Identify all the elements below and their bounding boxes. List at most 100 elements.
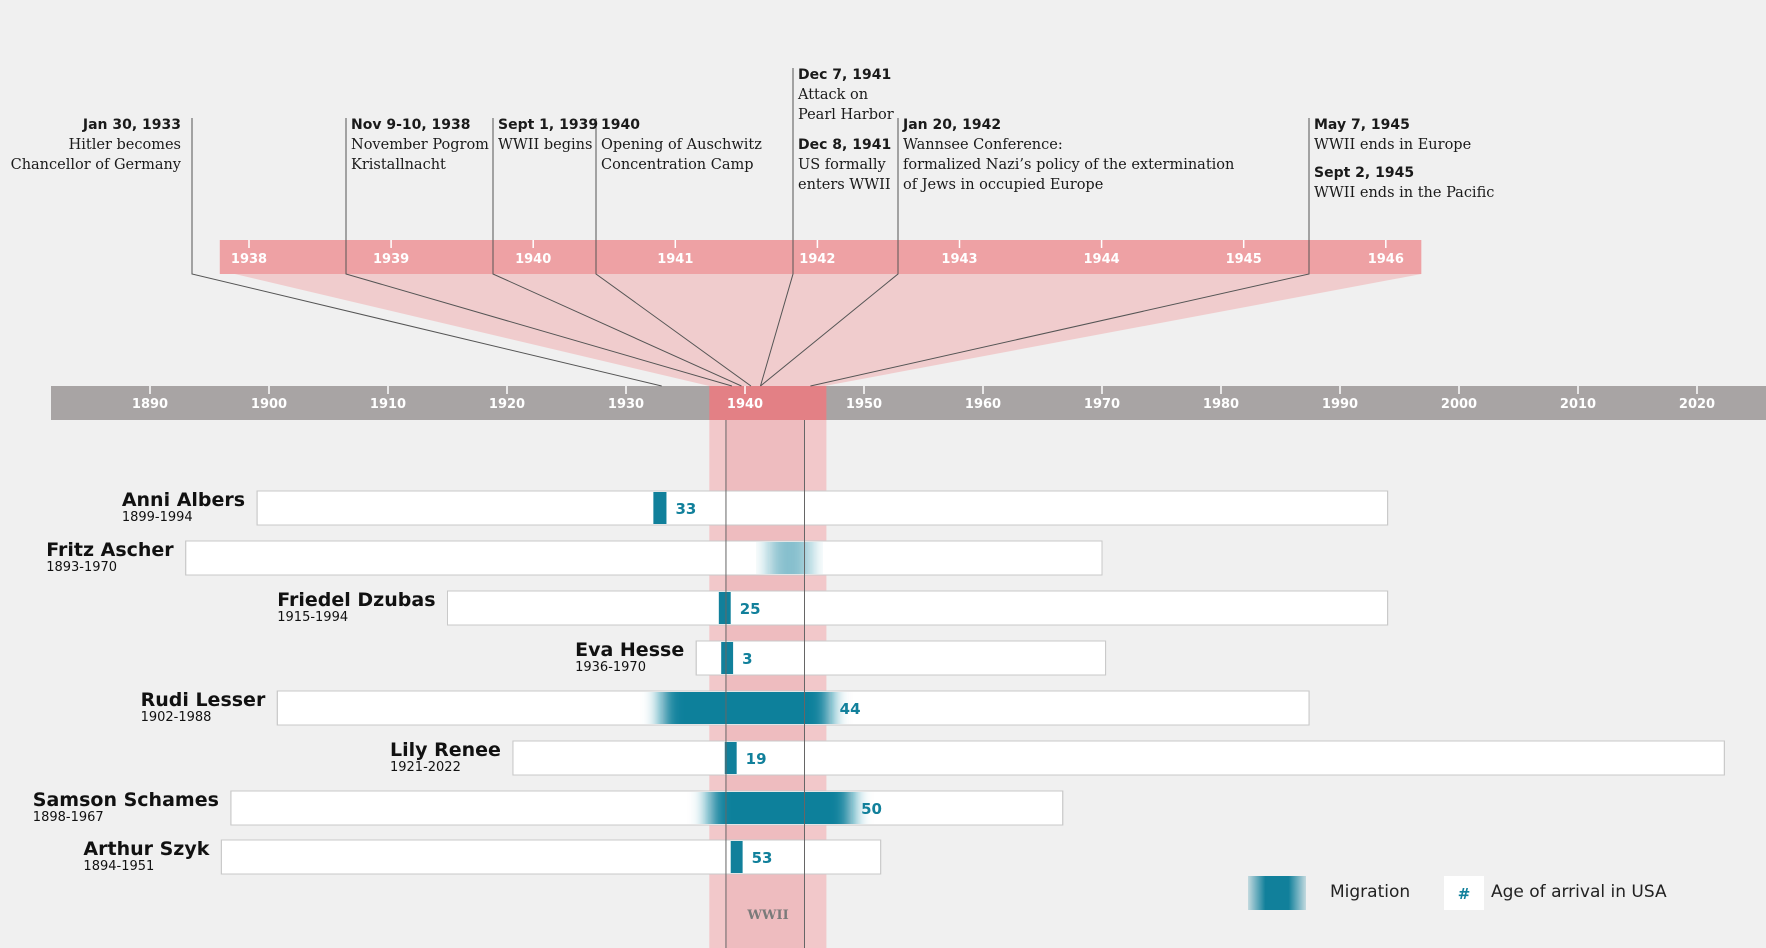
age-at-arrival-label: 50 (861, 800, 882, 818)
artist-name: Fritz Ascher (46, 539, 174, 561)
artist-years: 1915-1994 (277, 610, 349, 625)
lifespan-bar (256, 490, 1389, 526)
migration-bar (724, 742, 737, 774)
lifespan-outline (220, 839, 882, 875)
event-leader-line (760, 118, 899, 387)
main-axis-tick-label: 1980 (1203, 397, 1239, 412)
event-text-line: November Pogrom (351, 137, 489, 153)
artist-years: 1893-1970 (46, 560, 118, 575)
main-axis-tick-label: 1890 (132, 397, 168, 412)
lifespan-bar (695, 640, 1107, 676)
lifespan-bar (185, 540, 1103, 576)
main-axis-tick-label: 1920 (489, 397, 525, 412)
event-text-line: enters WWII (798, 177, 891, 193)
artist-label: Eva Hesse 1936-1970 (575, 639, 684, 675)
lifespan-bar (512, 740, 1725, 776)
artist-label: Rudi Lesser 1902-1988 (141, 689, 266, 725)
event-text-line: WWII ends in Europe (1314, 137, 1472, 153)
artist-years: 1936-1970 (575, 660, 646, 675)
migration-bar (718, 592, 731, 624)
age-at-arrival-label: 19 (746, 750, 767, 768)
event-label: Jan 20, 1942 Wannsee Conference: formalize… (903, 115, 1234, 195)
event-text-line: Attack on (798, 87, 869, 103)
lifespan-outline (695, 640, 1107, 676)
migration-bar (730, 841, 743, 873)
event-label: Dec 7, 1941 Attack on Pearl Harbor (798, 65, 894, 125)
artist-label: Arthur Szyk 1894-1951 (83, 838, 209, 874)
zoom-axis-tick-label: 1944 (1084, 252, 1120, 267)
zoom-funnel (234, 274, 1422, 386)
main-axis-tick-label: 1900 (251, 397, 287, 412)
event-text-line: Pearl Harbor (798, 107, 894, 123)
artist-years: 1894-1951 (83, 859, 155, 874)
artist-name: Rudi Lesser (140, 689, 266, 711)
main-axis-bar (51, 386, 1766, 420)
event-leader-line (759, 68, 794, 387)
zoom-axis-tick-label: 1942 (799, 252, 835, 267)
main-axis-tick-label: 1960 (965, 397, 1001, 412)
artist-years: 1902-1988 (140, 710, 212, 725)
event-text-line: of Jews in occupied Europe (903, 177, 1104, 193)
migration-bar (709, 792, 853, 824)
event-text-line: Opening of Auschwitz (601, 137, 762, 153)
artist-label: Fritz Ascher 1893-1970 (46, 539, 173, 575)
event-date: Jan 30, 1933 (82, 117, 181, 133)
artist-name: Anni Albers (121, 489, 246, 511)
event-leader-line (345, 118, 733, 387)
event-text-line: Kristallnacht (351, 157, 446, 173)
artist-label: Friedel Dzubas 1915-1994 (277, 589, 435, 625)
event-leader-line (595, 118, 752, 387)
artist-label: Anni Albers 1899-1994 (122, 489, 245, 525)
event-date: Dec 7, 1941 (798, 67, 892, 83)
lifespan-bar (220, 839, 882, 875)
artist-label: Lily Renee 1921-2022 (390, 739, 501, 775)
age-at-arrival-label: 25 (740, 600, 761, 618)
main-axis-tick-label: 1970 (1084, 397, 1120, 412)
event-label: May 7, 1945 WWII ends in Europe (1314, 115, 1471, 155)
lifespan-bar (230, 790, 1064, 826)
event-label: Dec 8, 1941 US formally enters WWII (798, 135, 891, 195)
event-text-line: formalized Nazi’s policy of the extermin… (903, 157, 1235, 173)
legend-migration-label: Migration (1330, 882, 1411, 902)
event-date: Dec 8, 1941 (798, 137, 892, 153)
artist-years: 1899-1994 (121, 510, 193, 525)
event-label: 1940 Opening of Auschwitz Concentration Ca… (601, 115, 762, 175)
lifespan-outline (256, 490, 1389, 526)
lifespan-outline (276, 690, 1310, 726)
artist-label: Samson Schames 1898-1967 (33, 789, 219, 825)
event-text-line: Concentration Camp (601, 157, 754, 173)
legend-migration-swatch (1248, 876, 1306, 910)
lifespan-outline (230, 790, 1064, 826)
zoom-axis-tick-label: 1938 (231, 252, 267, 267)
main-axis-tick-label: 1930 (608, 397, 644, 412)
zoom-axis-tick-label: 1940 (515, 252, 551, 267)
lifespan-outline (447, 590, 1389, 626)
event-date: Sept 2, 1945 (1314, 165, 1415, 181)
age-at-arrival-label: 44 (840, 700, 861, 718)
lifespan-outline (512, 740, 1725, 776)
zoom-axis-tick-label: 1943 (941, 252, 977, 267)
event-leader-line (191, 118, 662, 387)
artist-name: Arthur Szyk (83, 838, 210, 860)
migration-bar (768, 542, 811, 574)
event-text-line: US formally (798, 157, 886, 173)
main-axis-tick-label: 2020 (1679, 397, 1715, 412)
event-leader-line (810, 118, 1310, 387)
main-axis-ww2-segment (709, 386, 827, 420)
artist-name: Eva Hesse (575, 639, 685, 661)
age-at-arrival-label: 53 (752, 849, 773, 867)
artist-name: Lily Renee (389, 739, 501, 761)
event-text-line: Wannsee Conference: (903, 137, 1063, 153)
event-text-line: WWII begins (498, 137, 593, 153)
legend-age-label: Age of arrival in USA (1491, 882, 1667, 902)
event-date: Sept 1, 1939 (498, 117, 599, 133)
lifespan-outline (185, 540, 1103, 576)
artist-name: Samson Schames (32, 789, 219, 811)
main-axis-tick-label: 2000 (1441, 397, 1477, 412)
artist-years: 1921-2022 (389, 760, 461, 775)
zoom-axis-tick-label: 1946 (1368, 252, 1404, 267)
zoom-axis-tick-label: 1939 (373, 252, 409, 267)
event-date: May 7, 1945 (1314, 117, 1410, 133)
